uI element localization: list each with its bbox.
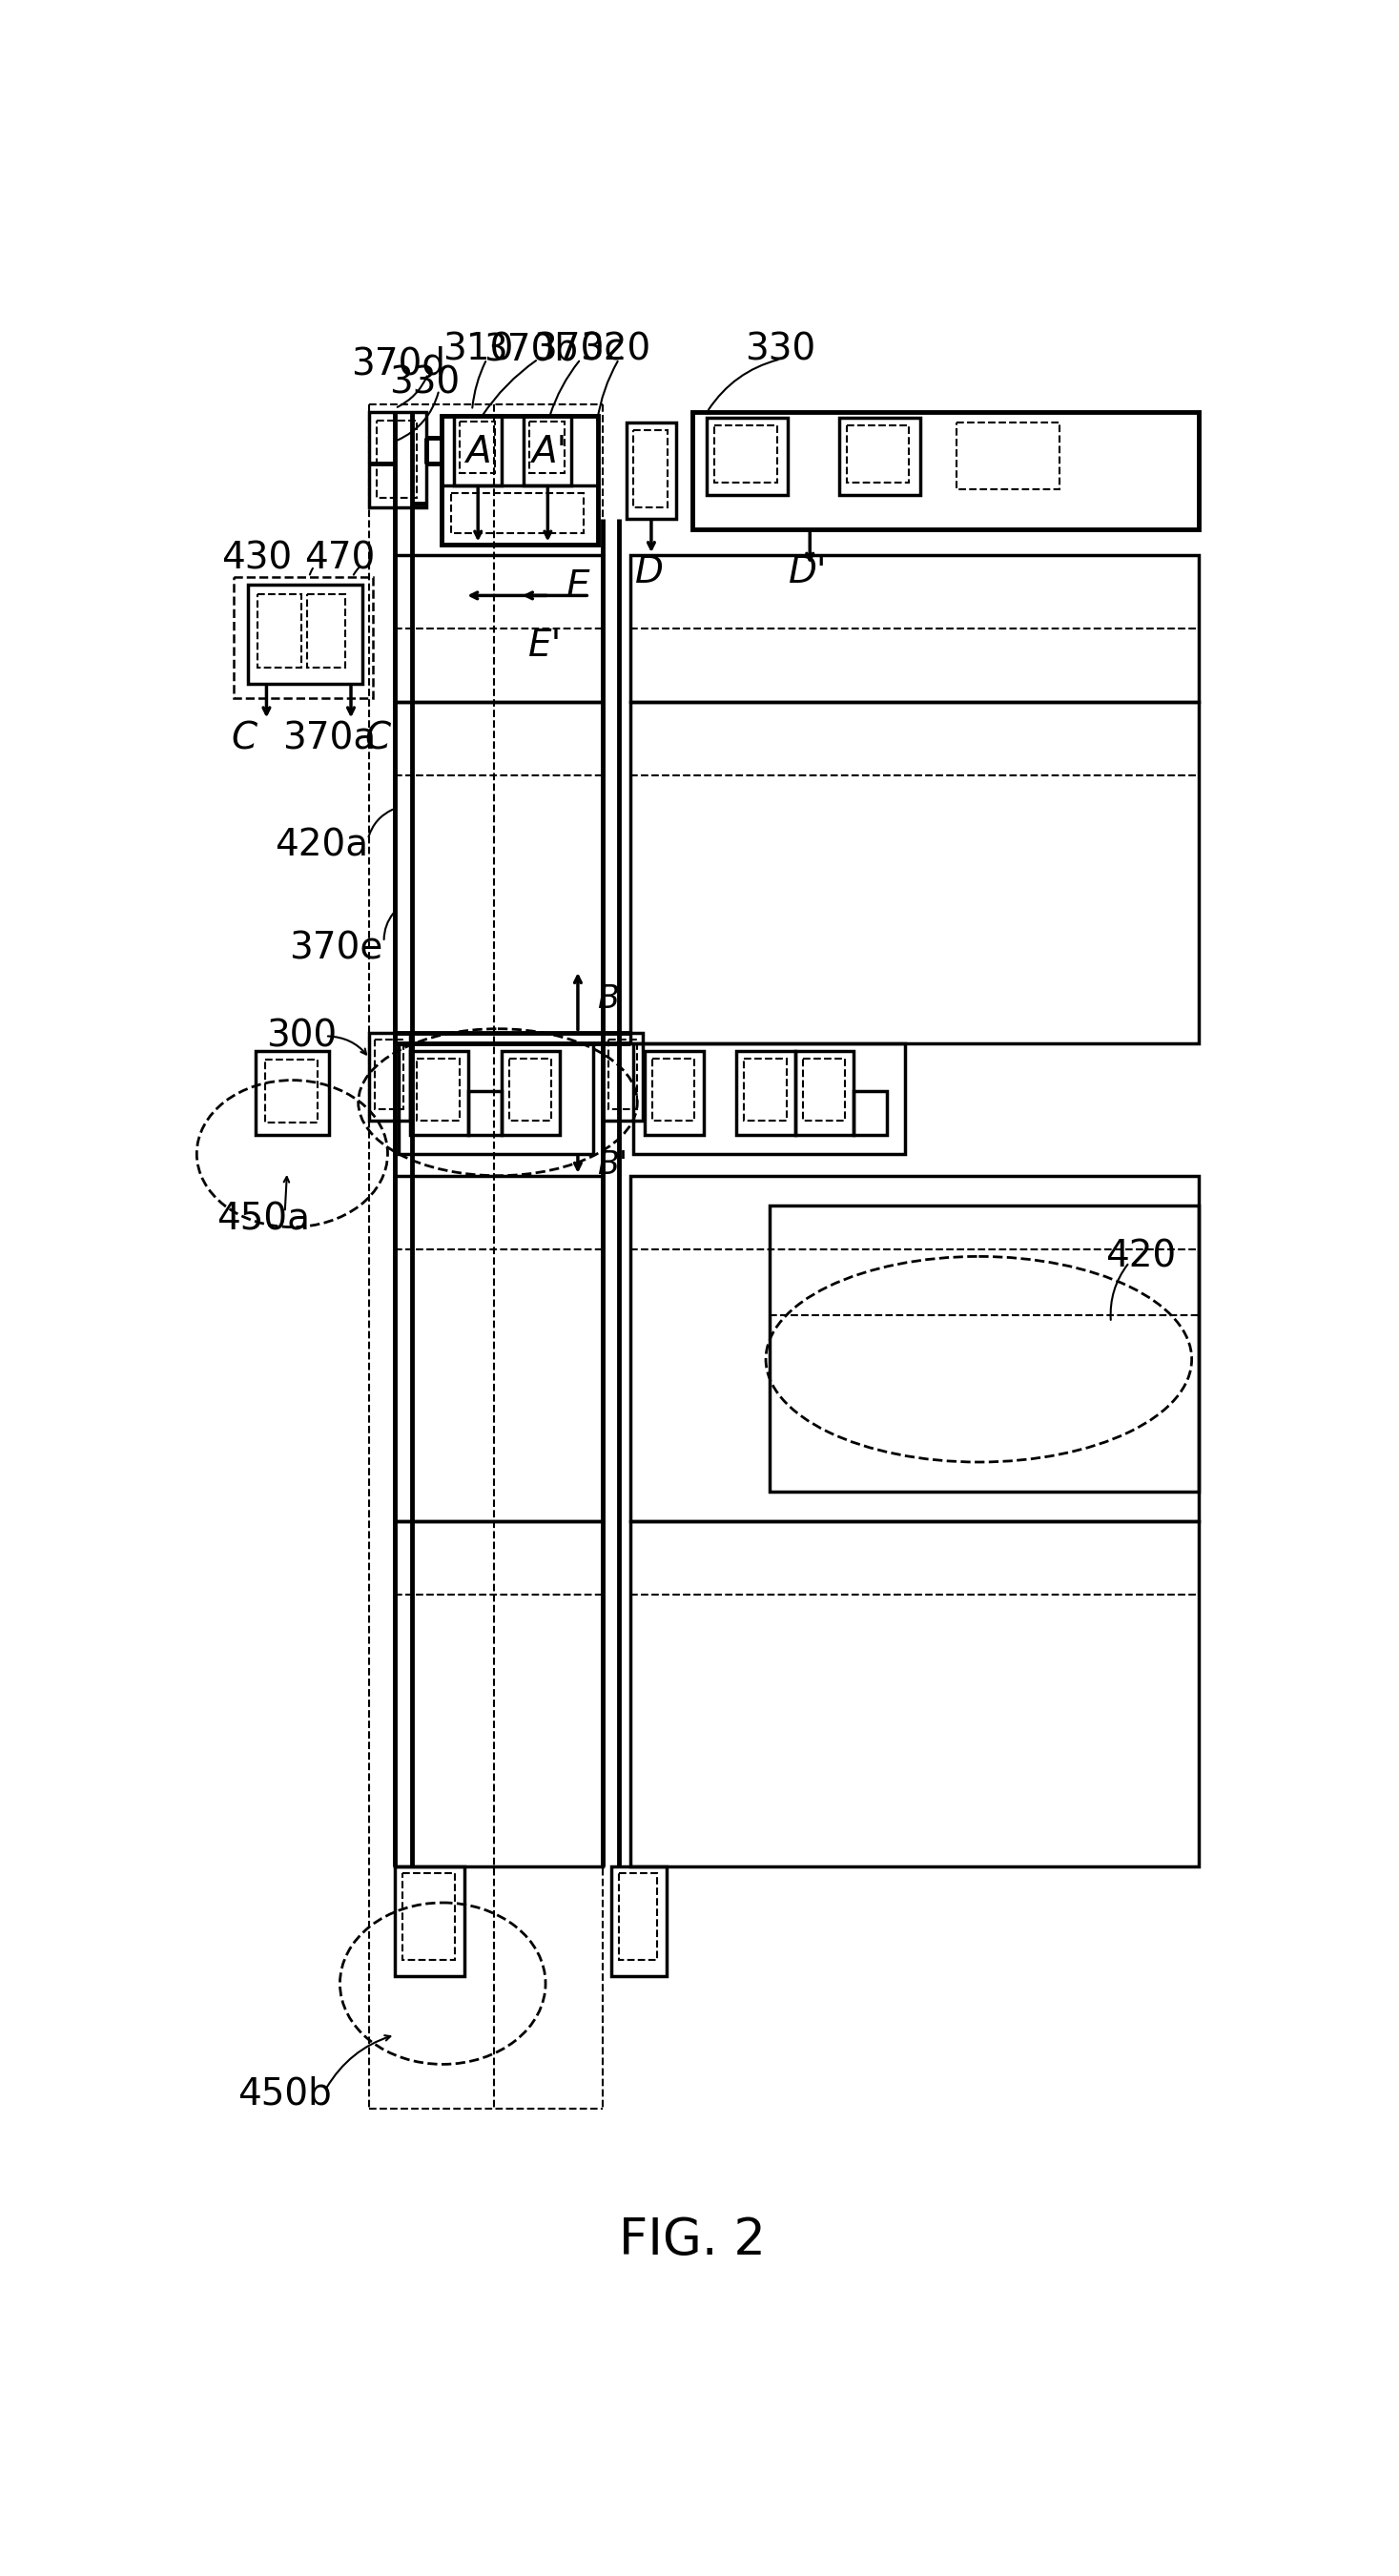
Text: 430: 430 (221, 541, 292, 577)
Bar (501, 1051, 560, 1136)
Bar (376, 420, 417, 497)
Bar (630, 1175, 1199, 1520)
Text: 420a: 420a (274, 827, 368, 863)
Bar (529, 422, 565, 474)
Text: 370c: 370c (533, 332, 624, 368)
Text: D: D (635, 554, 665, 590)
Bar (417, 1059, 460, 1121)
Bar (630, 703, 1199, 1043)
Bar (652, 1059, 694, 1121)
Text: C: C (231, 721, 257, 757)
Bar (256, 1051, 329, 1136)
Bar (630, 1520, 1199, 1865)
Bar (403, 1873, 455, 1960)
Bar (645, 1051, 704, 1136)
Bar (715, 425, 776, 482)
Bar (410, 1051, 469, 1136)
Text: 300: 300 (266, 1018, 337, 1054)
Bar (452, 492, 583, 533)
Bar (441, 484, 599, 544)
Text: 450a: 450a (215, 1200, 309, 1239)
Bar (795, 1051, 853, 1136)
Bar (744, 1059, 786, 1121)
Text: 370a: 370a (283, 721, 376, 757)
Text: FIG. 2: FIG. 2 (618, 2215, 765, 2264)
Bar (399, 1043, 593, 1154)
Text: B': B' (597, 1149, 627, 1180)
Bar (693, 412, 1199, 531)
Bar (853, 1092, 887, 1136)
Bar (523, 415, 571, 484)
Bar (306, 595, 346, 667)
Text: B: B (597, 984, 618, 1015)
Bar (736, 1051, 795, 1136)
Bar (611, 1865, 667, 1976)
Bar (618, 1873, 658, 1960)
Bar (395, 1175, 603, 1520)
Bar (603, 1033, 644, 1121)
Bar (469, 1092, 501, 1136)
Text: 370d: 370d (351, 345, 446, 381)
Bar (803, 1059, 845, 1121)
Bar (609, 1041, 637, 1110)
Text: 420: 420 (1105, 1239, 1175, 1275)
Bar (634, 1043, 905, 1154)
Text: E': E' (529, 629, 562, 665)
Text: 370e: 370e (290, 930, 383, 966)
Text: 330: 330 (389, 363, 460, 402)
Bar (627, 422, 676, 518)
Bar (369, 1033, 410, 1121)
Text: 470: 470 (305, 541, 375, 577)
Text: A: A (466, 435, 491, 471)
Bar (234, 577, 374, 698)
Bar (460, 422, 495, 474)
Bar (706, 417, 788, 495)
Bar (957, 422, 1059, 489)
Bar (630, 556, 1199, 703)
Bar (369, 412, 427, 507)
Bar (846, 425, 909, 482)
Text: 330: 330 (746, 332, 816, 368)
Bar (395, 703, 603, 1043)
Bar (839, 417, 921, 495)
Text: E: E (567, 569, 590, 605)
Bar (395, 1865, 464, 1976)
Bar (257, 595, 302, 667)
Text: C': C' (365, 721, 400, 757)
Text: 310: 310 (442, 332, 513, 368)
Text: A': A' (532, 435, 567, 471)
Bar (453, 415, 501, 484)
Text: 370b: 370b (484, 332, 578, 368)
Bar (395, 556, 603, 703)
Bar (264, 1059, 318, 1123)
Text: 450b: 450b (238, 2076, 332, 2112)
Bar (441, 415, 599, 544)
Text: D': D' (789, 554, 828, 590)
Bar (509, 1059, 551, 1121)
Text: 320: 320 (579, 332, 651, 368)
Bar (248, 585, 362, 683)
Bar (375, 1041, 403, 1110)
Bar (634, 430, 667, 507)
Bar (769, 1206, 1199, 1492)
Bar (395, 1520, 603, 1865)
